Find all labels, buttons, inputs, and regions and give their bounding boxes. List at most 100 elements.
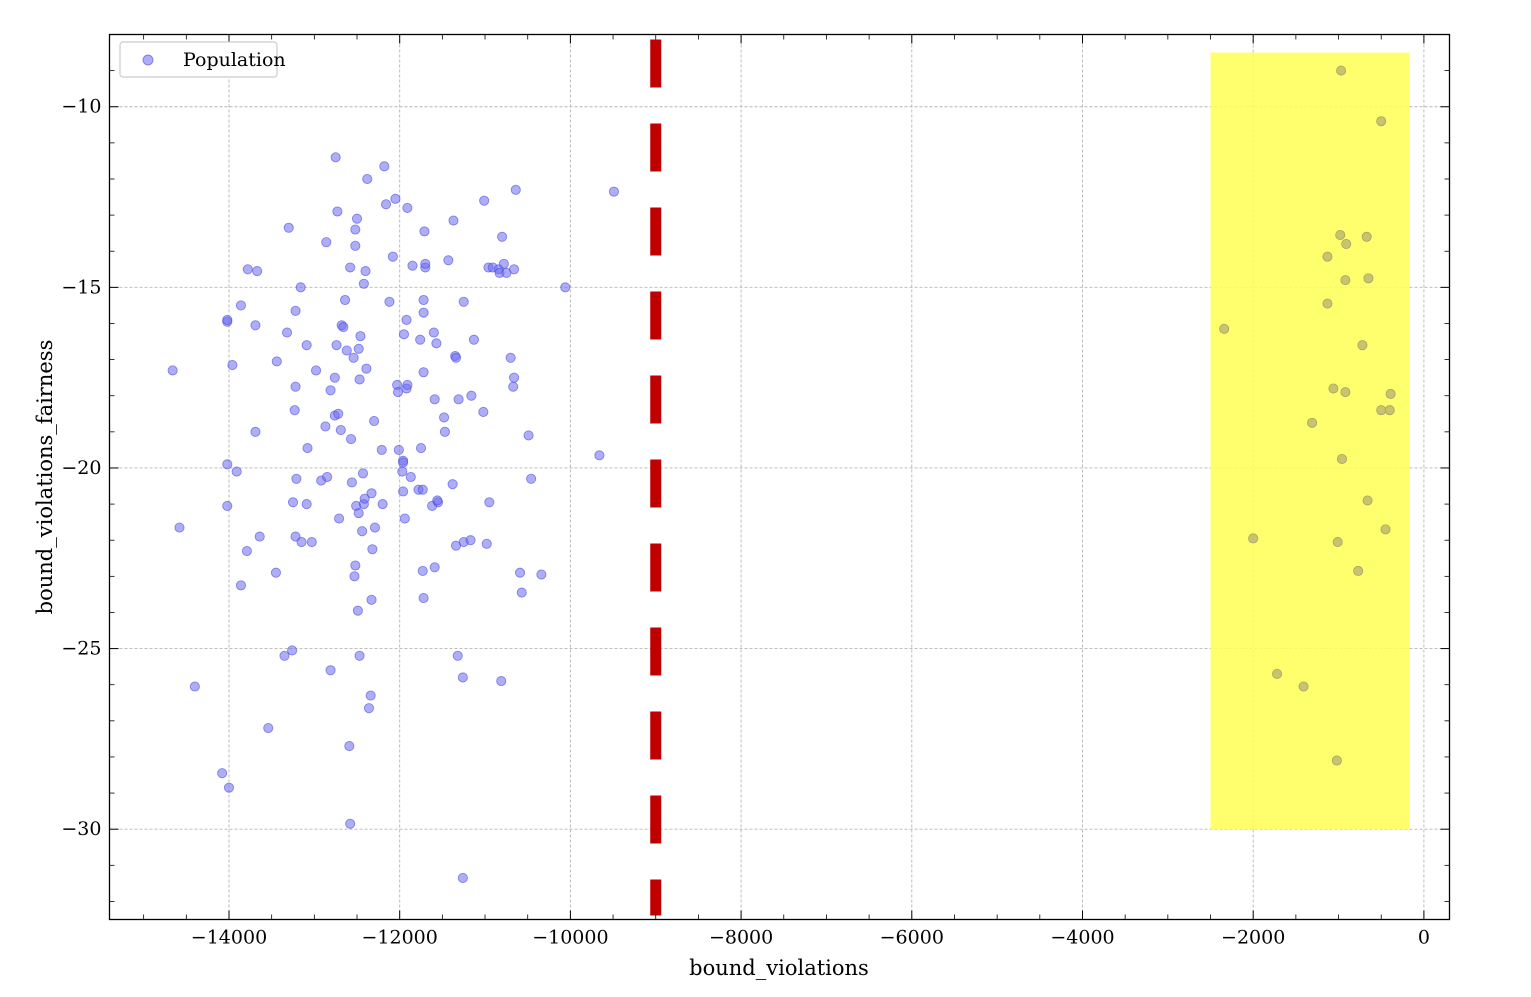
highlighted-point [1385, 388, 1396, 399]
data-point [398, 329, 410, 340]
data-point [478, 406, 489, 418]
data-point [222, 314, 233, 325]
y-tick-labels: −10 −15 −20 −25 −30 [61, 96, 101, 840]
data-point [270, 567, 281, 578]
population-points [167, 152, 619, 884]
data-point [362, 173, 373, 185]
data-point [263, 723, 274, 734]
data-point [301, 340, 312, 351]
y-tick-label: −20 [61, 457, 101, 479]
data-point [283, 222, 294, 233]
data-point [306, 536, 317, 548]
data-point [384, 296, 395, 307]
data-point [420, 258, 431, 269]
highlighted-point [1331, 755, 1342, 766]
data-point [509, 372, 520, 383]
data-point [498, 258, 509, 269]
data-point [320, 421, 331, 432]
data-point [330, 152, 341, 163]
x-tick-label: −12000 [362, 927, 438, 949]
data-point [390, 193, 401, 204]
data-point [608, 186, 619, 197]
x-tick-label: −10000 [532, 927, 608, 949]
data-point [222, 500, 233, 511]
data-point [332, 206, 343, 217]
data-point [418, 294, 429, 306]
data-point [448, 215, 459, 226]
highlighted-point [1336, 65, 1347, 76]
highlighted-point [1363, 273, 1374, 284]
data-point [453, 394, 464, 405]
data-point [358, 278, 369, 289]
data-point [352, 605, 363, 616]
highlighted-point [1336, 453, 1347, 464]
data-point [594, 450, 605, 461]
data-point [287, 645, 298, 656]
data-point [346, 477, 357, 488]
data-point [254, 531, 265, 542]
data-point [369, 415, 380, 427]
axis-ticks [109, 34, 1450, 920]
x-tick-label: 0 [1418, 927, 1430, 949]
data-point [241, 546, 252, 557]
data-point [398, 486, 409, 497]
data-point [359, 493, 370, 504]
data-point [431, 338, 442, 349]
data-point [418, 307, 429, 318]
data-point [523, 430, 534, 441]
data-point [250, 320, 261, 331]
x-tick-labels: −14000 −12000 −10000 −8000 −6000 −4000 −2000 0 [191, 927, 1430, 949]
data-point [174, 522, 185, 533]
data-point [222, 459, 233, 470]
data-point [367, 544, 378, 555]
data-point [443, 255, 454, 266]
x-axis-label: bound_violations [689, 956, 869, 980]
data-point [355, 331, 366, 342]
legend-box [119, 41, 278, 78]
x-tick-label: −14000 [191, 927, 267, 949]
data-point [350, 560, 361, 571]
data-point [481, 538, 492, 549]
data-point [465, 535, 476, 546]
data-point [397, 466, 408, 477]
legend: Population [119, 41, 286, 78]
y-tick-label: −15 [61, 276, 101, 298]
data-point [452, 650, 463, 661]
data-point [335, 424, 346, 436]
data-point [484, 497, 495, 508]
data-point [350, 240, 361, 251]
data-point [497, 231, 508, 242]
legend-marker [142, 54, 154, 66]
highlighted-point [1335, 229, 1346, 240]
highlighted-point [1340, 387, 1351, 398]
data-point [415, 334, 426, 345]
data-point [496, 676, 507, 687]
data-point [345, 818, 356, 829]
highlighted-point [1307, 417, 1318, 428]
data-point [432, 495, 443, 506]
data-point [302, 443, 313, 454]
data-point [415, 443, 427, 454]
data-point [536, 569, 547, 580]
legend-label: Population [183, 49, 286, 71]
data-point [401, 314, 412, 325]
y-tick-label: −30 [61, 818, 101, 840]
data-point [291, 473, 302, 484]
highlighted-point [1219, 323, 1230, 334]
highlighted-point [1361, 231, 1372, 242]
data-point [450, 352, 462, 363]
data-point [417, 565, 428, 576]
data-point [231, 466, 242, 477]
data-point [447, 479, 458, 490]
data-point [369, 522, 380, 533]
data-point [349, 571, 360, 582]
data-point [217, 768, 228, 779]
x-tick-label: −2000 [1221, 927, 1285, 949]
data-point [341, 345, 352, 356]
highlighted-point [1332, 537, 1343, 548]
data-point [354, 374, 365, 385]
data-point [387, 251, 398, 262]
highlight-region-layer [1210, 52, 1410, 830]
data-point [338, 322, 349, 333]
data-point [398, 457, 409, 468]
